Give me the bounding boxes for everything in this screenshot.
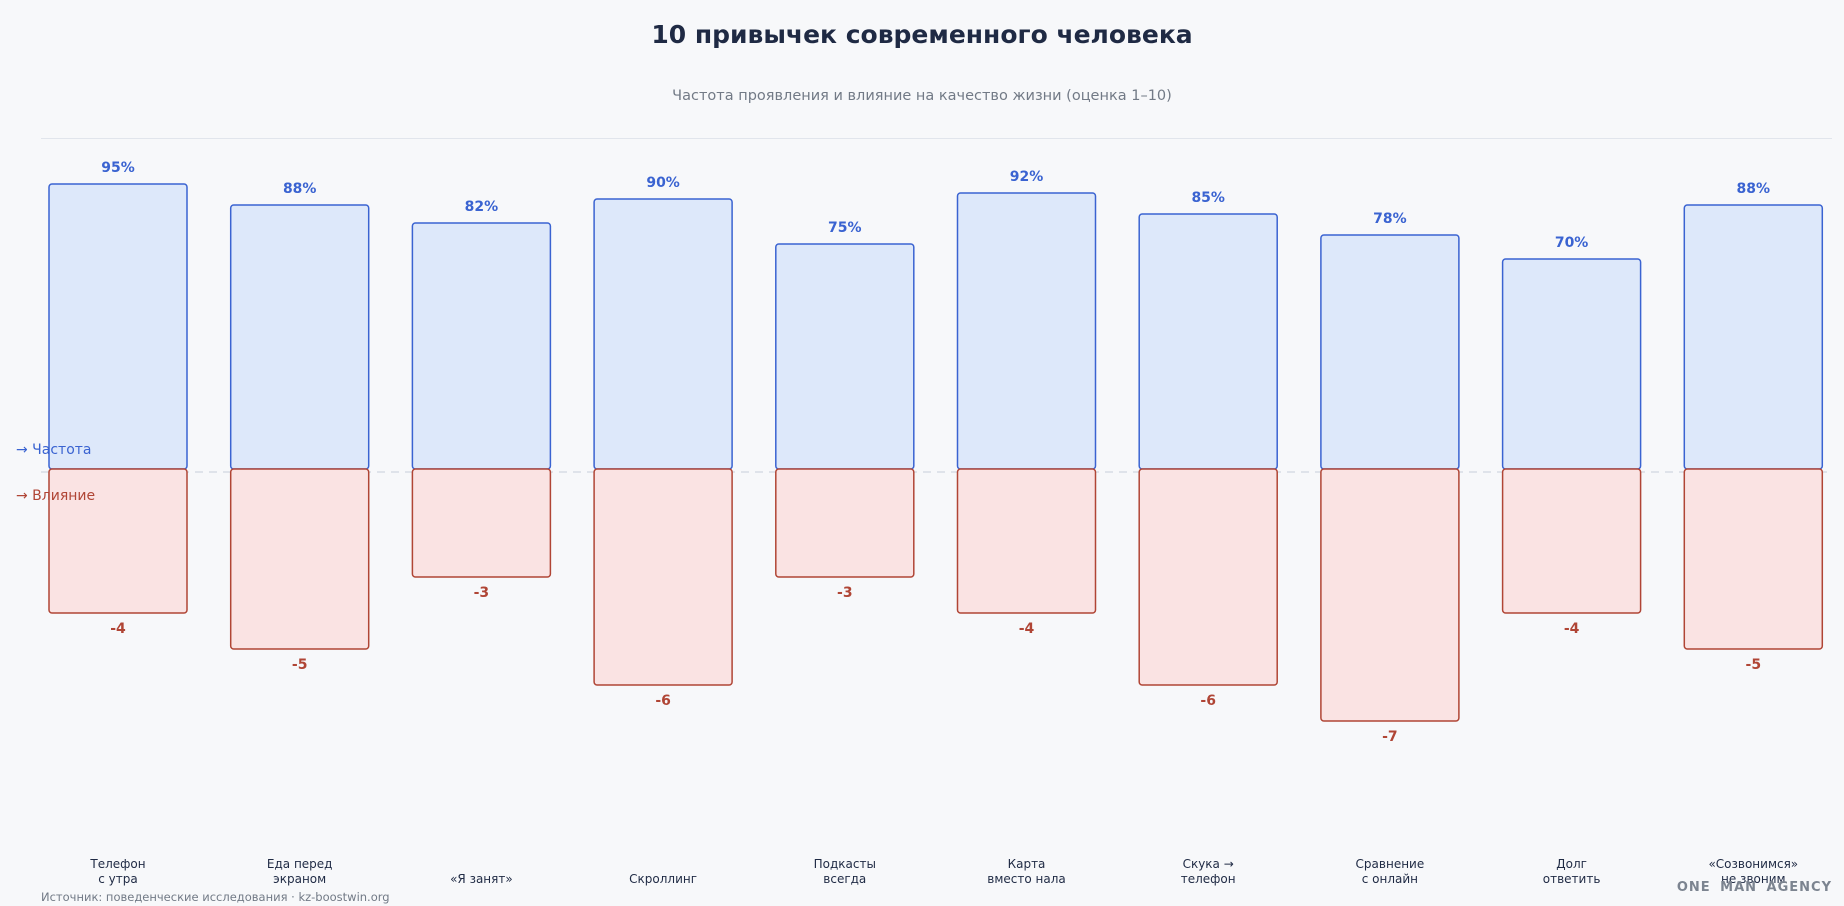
impact-bar [1501, 468, 1642, 614]
category-label: Скроллинг [629, 872, 698, 886]
frequency-value-label: 92% [1010, 169, 1044, 185]
impact-value-label: -3 [837, 585, 853, 601]
category-label: Карта вместо нала [987, 857, 1066, 886]
frequency-bar [956, 192, 1097, 470]
legend-frequency: → Частота [16, 442, 92, 458]
frequency-value-label: 75% [828, 220, 862, 236]
impact-value-label: -3 [474, 585, 490, 601]
frequency-bar [229, 204, 370, 470]
frequency-value-label: 95% [101, 160, 135, 176]
frequency-value-label: 90% [646, 175, 680, 191]
chart-subtitle: Частота проявления и влияние на качество… [672, 88, 1172, 104]
frequency-bar [1501, 258, 1642, 470]
impact-bar [1683, 468, 1824, 650]
impact-bar [48, 468, 188, 614]
frequency-value-label: 78% [1373, 211, 1407, 227]
frequency-bar [1320, 234, 1460, 470]
impact-value-label: -6 [1200, 693, 1216, 709]
impact-bar [229, 468, 370, 650]
frequency-bar [411, 222, 552, 470]
category-label: «Я занят» [450, 872, 513, 886]
category-label: Долг ответить [1542, 857, 1601, 886]
impact-bar [411, 468, 552, 578]
impact-value-label: -6 [655, 693, 671, 709]
category-label: Скука → телефон [1180, 857, 1236, 886]
frequency-bar [1683, 204, 1824, 470]
impact-value-label: -4 [110, 621, 126, 637]
category-label: Телефон с утра [90, 857, 146, 886]
source-note: Источник: поведенческие исследования · k… [41, 890, 390, 904]
impact-value-label: -5 [1746, 657, 1762, 673]
frequency-value-label: 85% [1191, 190, 1225, 206]
impact-bar [956, 468, 1097, 614]
category-label: Сравнение с онлайн [1355, 857, 1425, 886]
brand-logo: ONE MAN AGENCY [1676, 880, 1832, 895]
frequency-bar [775, 243, 915, 470]
impact-value-label: -7 [1382, 729, 1398, 745]
frequency-bar [48, 183, 188, 470]
frequency-value-label: 88% [1737, 181, 1771, 197]
category-label: Подкасты всегда [813, 857, 876, 886]
chart-title: 10 привычек современного человека [651, 20, 1193, 49]
impact-bar [775, 468, 915, 578]
legend-impact: → Влияние [16, 488, 96, 504]
impact-bar [1320, 468, 1460, 722]
frequency-bar [1138, 213, 1278, 470]
title-divider [41, 138, 1832, 139]
category-label: «Созвонимся» не звоним [1708, 857, 1799, 886]
frequency-value-label: 70% [1555, 235, 1589, 251]
frequency-bar [593, 198, 733, 470]
frequency-value-label: 88% [283, 181, 317, 197]
impact-value-label: -5 [292, 657, 308, 673]
frequency-value-label: 82% [465, 199, 499, 215]
impact-bar [1138, 468, 1278, 686]
category-label: Еда перед экраном [266, 857, 333, 886]
impact-value-label: -4 [1564, 621, 1580, 637]
impact-bar [593, 468, 733, 686]
impact-value-label: -4 [1019, 621, 1035, 637]
